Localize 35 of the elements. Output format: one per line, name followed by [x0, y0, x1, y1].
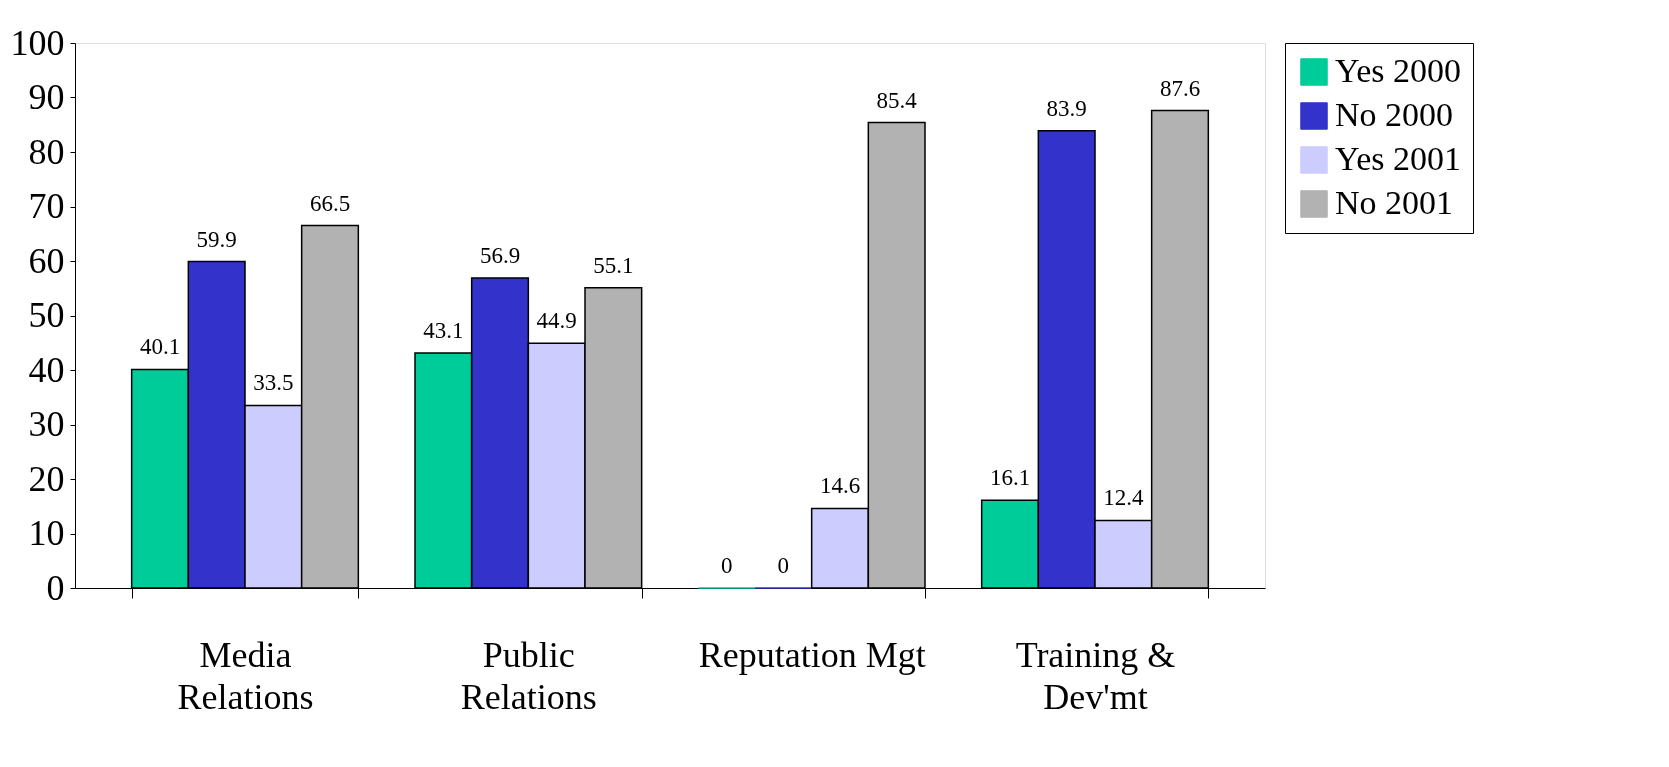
y-tick-label: 10: [28, 513, 65, 553]
legend-label: No 2000: [1335, 96, 1454, 133]
x-tick-label: Public Relations: [460, 634, 597, 717]
y-tick-label: 80: [28, 131, 65, 172]
data-label: 66.5: [309, 190, 351, 216]
legend-label: Yes 2001: [1335, 140, 1461, 177]
y-tick-label: 90: [28, 77, 65, 117]
y-tick-label: 50: [28, 295, 65, 335]
x-tick-label: Training & Dev'mt: [1015, 634, 1176, 717]
data-label: 0: [720, 553, 733, 578]
data-label: 43.1: [423, 318, 464, 344]
x-tick-label: Media Relations: [177, 634, 314, 717]
data-label: 87.6: [1159, 75, 1201, 101]
y-tick-label: 20: [28, 458, 65, 499]
data-label: 12.4: [1103, 485, 1144, 511]
data-label: 40.1: [139, 334, 181, 360]
data-label: 14.6: [819, 473, 861, 499]
data-label: 33.5: [253, 370, 294, 396]
legend-label: Yes 2000: [1335, 52, 1461, 89]
data-label: 44.9: [536, 308, 577, 334]
y-tick-label: 70: [28, 186, 65, 226]
data-label: 55.1: [593, 252, 634, 278]
data-label: 56.9: [479, 242, 521, 268]
legend-label: No 2001: [1335, 184, 1454, 221]
data-label: 59.9: [196, 226, 237, 252]
y-tick-label: 40: [28, 349, 65, 390]
y-tick-label: 0: [46, 567, 65, 608]
y-tick-label: 60: [28, 240, 65, 281]
data-label: 85.4: [876, 87, 918, 113]
data-label: 0: [777, 553, 790, 578]
y-tick-label: 30: [28, 404, 65, 444]
x-tick-label: Reputation Mgt: [698, 634, 926, 675]
data-label: 16.1: [989, 465, 1031, 491]
y-tick-label: 100: [10, 22, 65, 63]
data-label: 83.9: [1046, 95, 1087, 121]
